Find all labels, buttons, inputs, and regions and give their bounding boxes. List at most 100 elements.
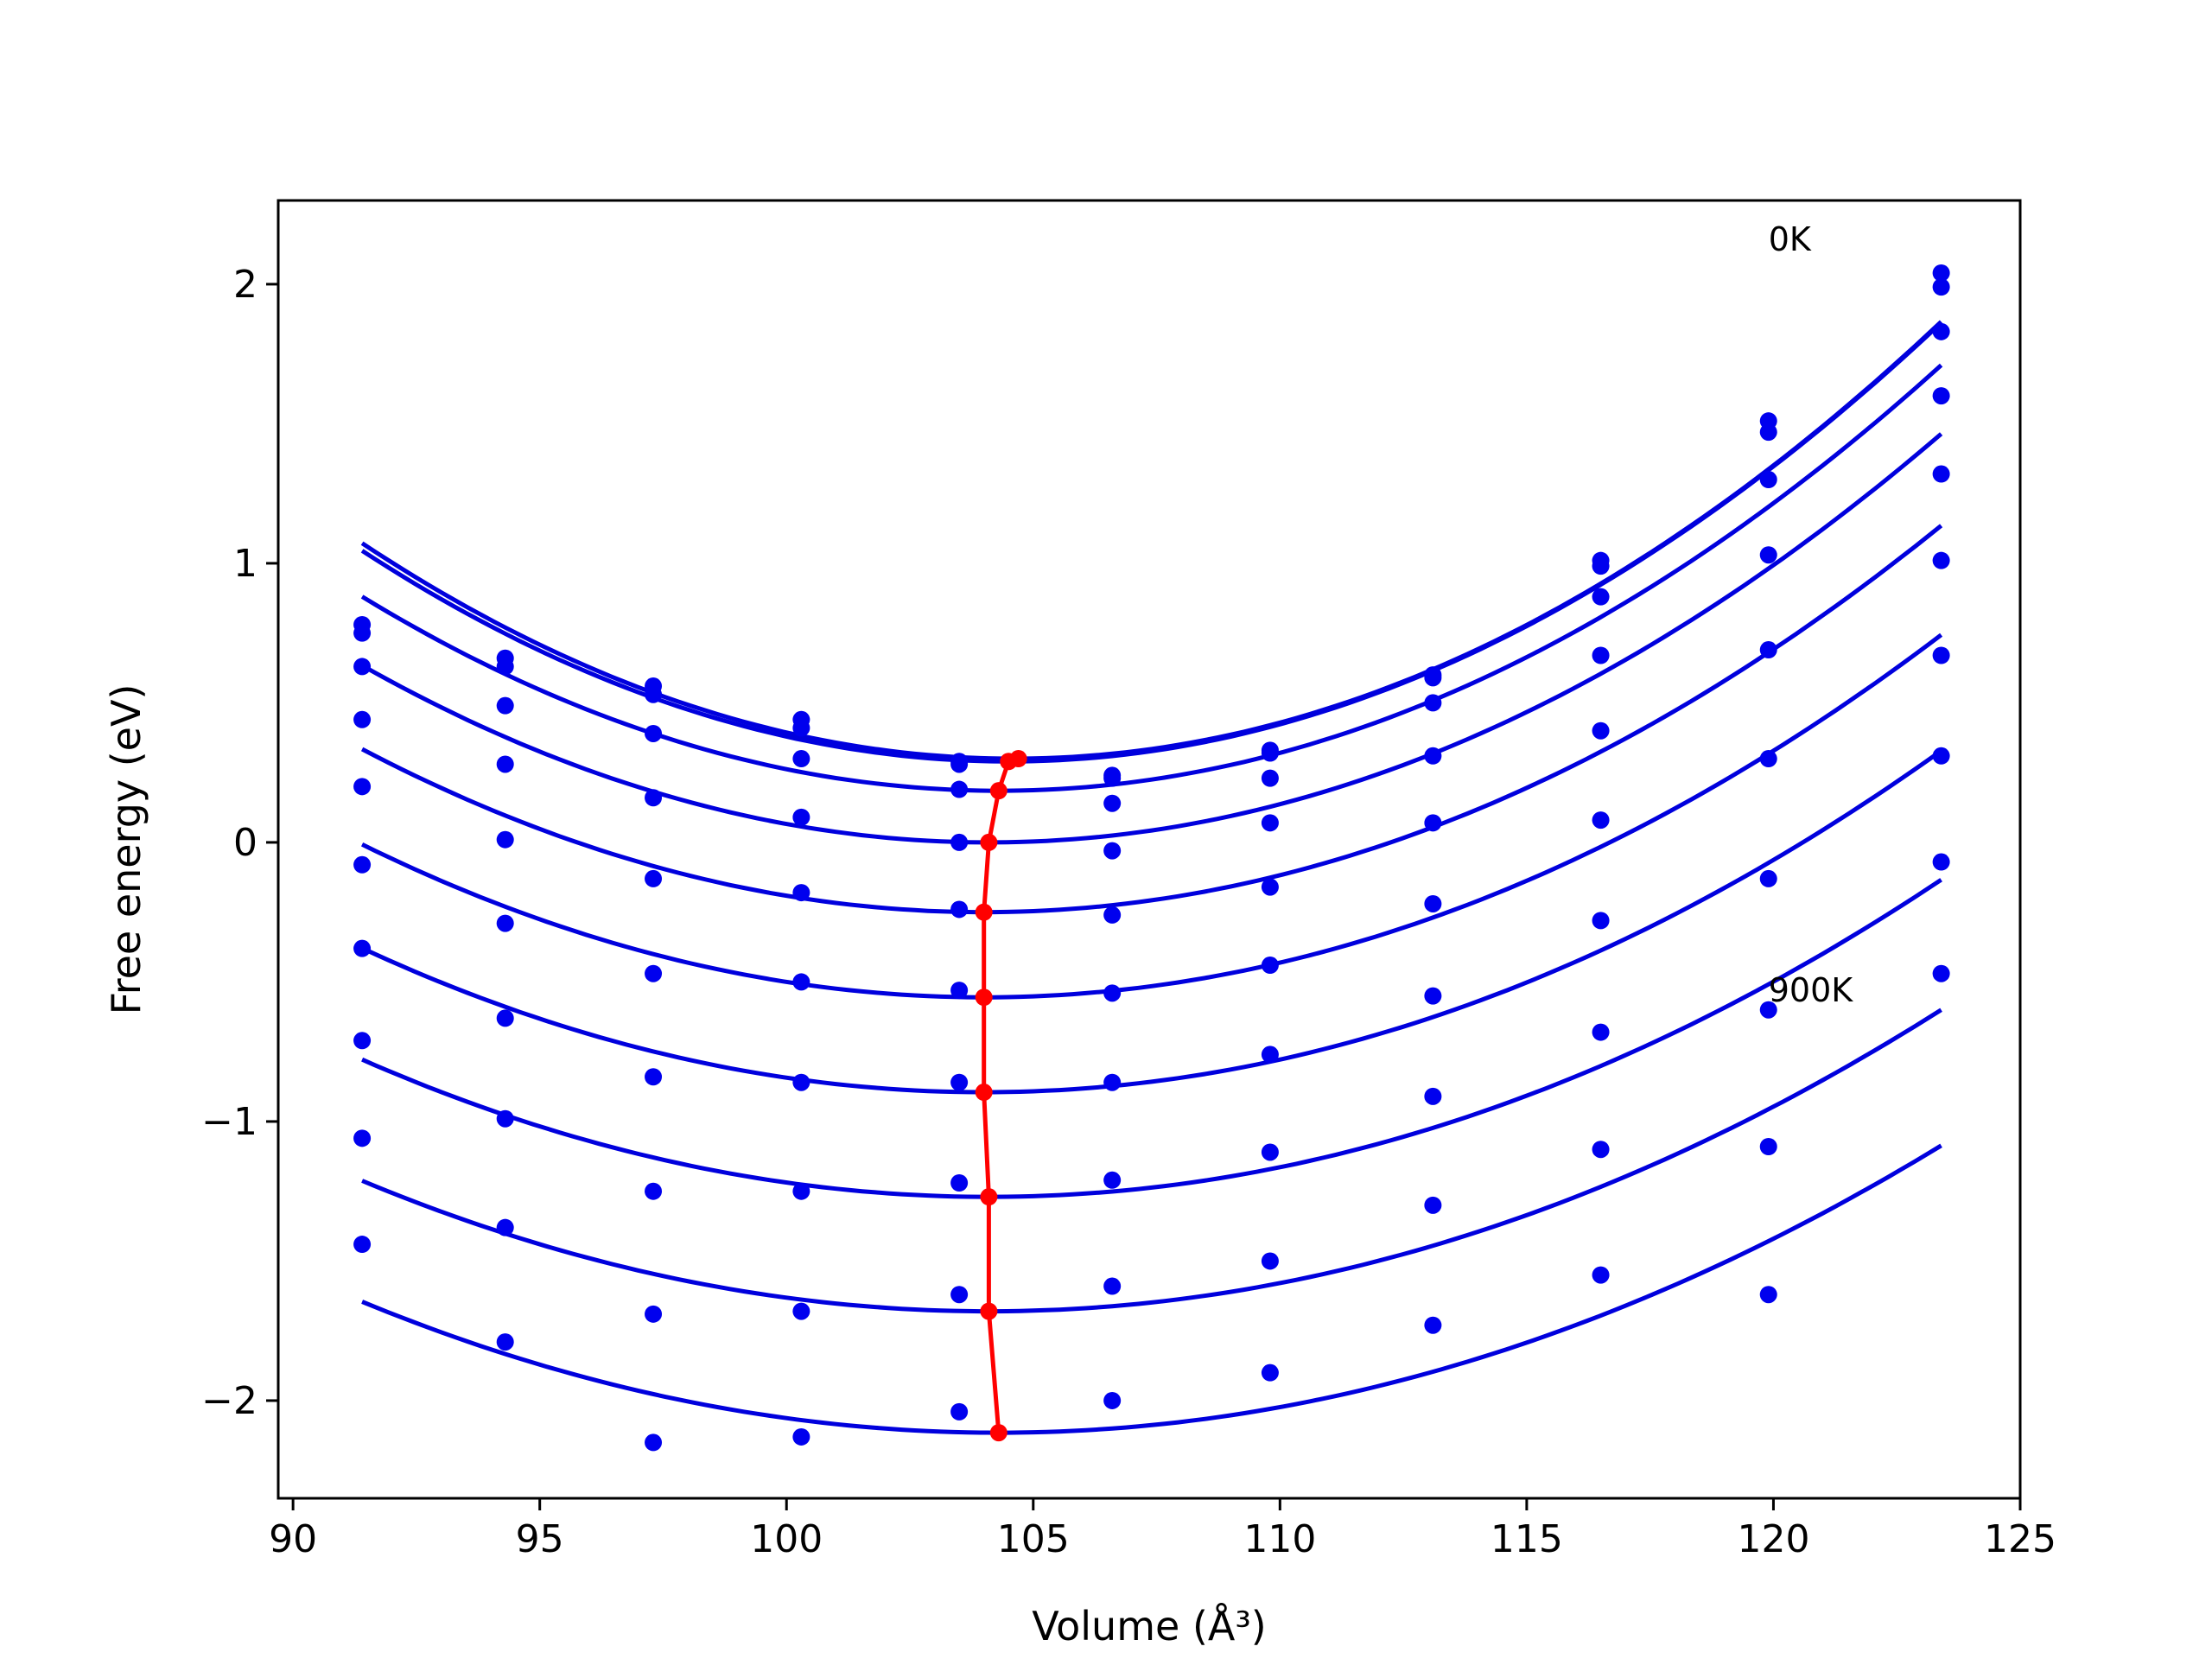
data-point bbox=[1424, 747, 1442, 765]
x-tick-label: 120 bbox=[1737, 1517, 1809, 1561]
data-point bbox=[1592, 1266, 1610, 1284]
data-point bbox=[1932, 264, 1950, 282]
data-point bbox=[1261, 744, 1279, 762]
data-point bbox=[496, 914, 514, 932]
data-point bbox=[645, 685, 663, 703]
data-point bbox=[1932, 853, 1950, 871]
data-point bbox=[1261, 878, 1279, 896]
data-point bbox=[1592, 1023, 1610, 1041]
data-point bbox=[1261, 1363, 1279, 1382]
data-point bbox=[1261, 769, 1279, 787]
data-point bbox=[1592, 721, 1610, 740]
data-point bbox=[645, 724, 663, 742]
data-point bbox=[1932, 465, 1950, 483]
plot-frame bbox=[276, 199, 2022, 1500]
data-point bbox=[1103, 842, 1122, 860]
data-point bbox=[950, 755, 969, 773]
data-point bbox=[1424, 1316, 1442, 1334]
data-point bbox=[1103, 1277, 1122, 1295]
minimum-point bbox=[1000, 753, 1018, 771]
data-point bbox=[950, 780, 969, 798]
data-point bbox=[353, 939, 372, 957]
data-point bbox=[792, 1427, 810, 1446]
minimum-line bbox=[982, 756, 1020, 1433]
data-point bbox=[496, 1009, 514, 1027]
fit-curve-8 bbox=[361, 1007, 1942, 1314]
minimum-point bbox=[980, 1302, 998, 1320]
fit-curve-6 bbox=[361, 748, 1943, 1095]
data-point bbox=[1759, 423, 1777, 442]
data-point bbox=[1424, 894, 1442, 912]
data-point bbox=[1103, 906, 1122, 924]
data-points bbox=[353, 264, 1950, 1452]
minimum-point bbox=[980, 833, 998, 851]
data-point bbox=[645, 964, 663, 982]
data-point bbox=[1592, 912, 1610, 930]
data-point bbox=[1103, 794, 1122, 812]
annotation-label: 0K bbox=[1769, 220, 1812, 258]
data-point bbox=[1592, 1141, 1610, 1159]
data-point bbox=[645, 1433, 663, 1452]
minimum-point bbox=[980, 1188, 998, 1206]
data-point bbox=[1932, 551, 1950, 569]
data-point bbox=[353, 1129, 372, 1147]
data-point bbox=[1759, 641, 1777, 659]
data-point bbox=[1261, 1143, 1279, 1161]
data-point bbox=[1932, 964, 1950, 982]
minimum-curve bbox=[975, 750, 1027, 1442]
data-point bbox=[1103, 984, 1122, 1002]
fit-curves bbox=[360, 320, 1943, 1435]
data-point bbox=[1592, 557, 1610, 575]
y-axis: −2 −1 0 1 2 bbox=[201, 263, 278, 1423]
data-point bbox=[1424, 1196, 1442, 1214]
data-point bbox=[353, 778, 372, 796]
minimum-point bbox=[975, 1084, 993, 1102]
data-point bbox=[353, 658, 372, 676]
data-point bbox=[353, 855, 372, 874]
minimum-point bbox=[975, 988, 993, 1007]
data-point bbox=[1424, 1087, 1442, 1105]
data-point bbox=[1592, 646, 1610, 664]
annotation-label: 900K bbox=[1769, 971, 1854, 1009]
data-point bbox=[950, 1173, 969, 1192]
data-point bbox=[496, 696, 514, 715]
data-point bbox=[496, 1109, 514, 1128]
data-point bbox=[645, 789, 663, 807]
x-axis-label: Volume (Å³) bbox=[1032, 1603, 1267, 1649]
y-tick-label: −2 bbox=[201, 1379, 257, 1423]
data-point bbox=[1103, 1171, 1122, 1189]
data-point bbox=[1103, 1073, 1122, 1091]
data-point bbox=[1261, 957, 1279, 975]
y-tick-label: 0 bbox=[233, 821, 257, 865]
data-point bbox=[792, 1182, 810, 1200]
data-point bbox=[353, 710, 372, 728]
y-axis-label: Free energy (eV) bbox=[103, 684, 149, 1015]
data-point bbox=[1424, 694, 1442, 712]
data-point bbox=[1759, 869, 1777, 887]
data-point bbox=[1932, 322, 1950, 340]
data-point bbox=[1424, 987, 1442, 1005]
data-point bbox=[1932, 646, 1950, 664]
data-point bbox=[950, 1286, 969, 1304]
data-point bbox=[496, 1218, 514, 1236]
data-point bbox=[496, 830, 514, 849]
y-tick-label: 2 bbox=[233, 263, 257, 307]
fit-curve-3 bbox=[360, 432, 1943, 845]
data-point bbox=[1932, 278, 1950, 296]
data-point bbox=[1932, 747, 1950, 765]
data-point bbox=[353, 1236, 372, 1254]
y-tick-label: 1 bbox=[233, 542, 257, 586]
x-axis: 90 95 100 105 110 115 120 125 bbox=[269, 1498, 2056, 1561]
data-point bbox=[1759, 1286, 1777, 1304]
data-point bbox=[950, 1073, 969, 1091]
data-point bbox=[792, 884, 810, 902]
x-tick-label: 105 bbox=[997, 1517, 1070, 1561]
fit-curve-1 bbox=[360, 321, 1943, 764]
minimum-point bbox=[989, 782, 1007, 800]
data-point bbox=[1759, 471, 1777, 489]
data-point bbox=[645, 1068, 663, 1086]
fit-curve-4 bbox=[360, 524, 1943, 915]
data-point bbox=[1592, 811, 1610, 830]
fit-curve-2 bbox=[360, 363, 1943, 793]
data-point bbox=[645, 869, 663, 887]
